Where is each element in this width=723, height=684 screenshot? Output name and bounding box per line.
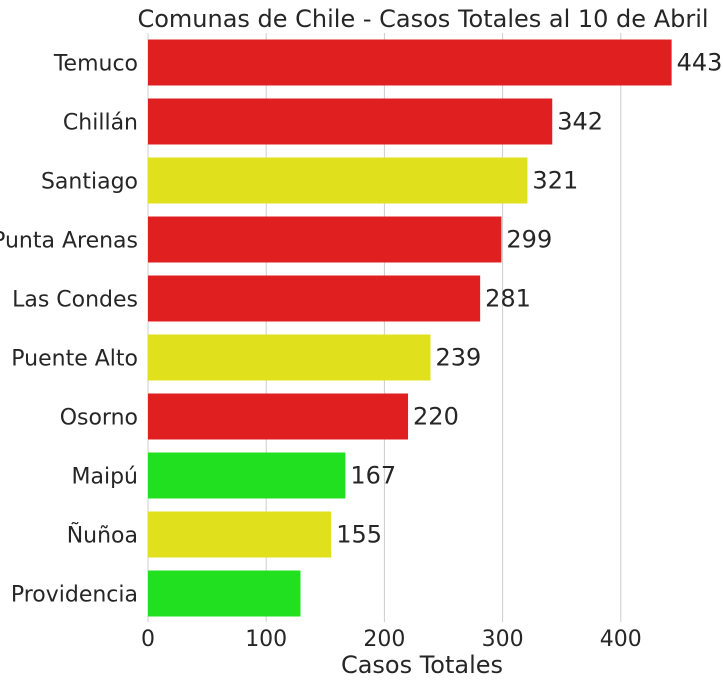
bar bbox=[148, 39, 672, 86]
data-label: 220 bbox=[413, 403, 459, 431]
data-label: 321 bbox=[532, 167, 578, 195]
category-label: Chillán bbox=[63, 111, 138, 136]
category-labels: Temuco Chillán Santiago Punta Arenas Las Con… bbox=[0, 52, 138, 608]
data-label: 281 bbox=[485, 285, 531, 313]
bar bbox=[148, 98, 553, 145]
category-label: Punta Arenas bbox=[0, 229, 138, 254]
chart-title: Comunas de Chile - Casos Totales al 10 d… bbox=[137, 5, 708, 33]
data-label: 155 bbox=[336, 521, 382, 549]
category-label: Temuco bbox=[53, 52, 138, 77]
category-label: Maipú bbox=[72, 465, 138, 490]
bar bbox=[148, 570, 301, 617]
data-label: 167 bbox=[350, 462, 396, 490]
x-tick-label: 100 bbox=[245, 627, 287, 652]
bar bbox=[148, 511, 332, 558]
category-label: Puente Alto bbox=[11, 347, 138, 372]
data-label: 299 bbox=[506, 226, 552, 254]
x-tick-label: 400 bbox=[600, 627, 642, 652]
category-label: Las Condes bbox=[12, 288, 138, 313]
category-label: Santiago bbox=[41, 170, 138, 195]
category-label: Ñuñoa bbox=[67, 522, 138, 549]
data-label: 443 bbox=[677, 49, 723, 77]
x-tick-label: 200 bbox=[363, 627, 405, 652]
data-label: 342 bbox=[557, 108, 603, 136]
bar bbox=[148, 334, 431, 381]
bar bbox=[148, 157, 528, 204]
bars bbox=[148, 39, 672, 617]
bar bbox=[148, 452, 346, 499]
bar bbox=[148, 216, 502, 263]
x-tick-label: 0 bbox=[141, 627, 155, 652]
bar bbox=[148, 393, 409, 440]
x-tick-label: 300 bbox=[482, 627, 524, 652]
x-tick-labels: 0 100 200 300 400 bbox=[141, 627, 642, 652]
category-label: Providencia bbox=[11, 583, 138, 608]
x-axis-label: Casos Totales bbox=[341, 651, 503, 679]
data-label: 239 bbox=[435, 344, 481, 372]
data-labels: 443 342 321 299 281 239 220 167 155 bbox=[336, 49, 722, 549]
category-label: Osorno bbox=[60, 406, 138, 431]
bar bbox=[148, 275, 481, 322]
